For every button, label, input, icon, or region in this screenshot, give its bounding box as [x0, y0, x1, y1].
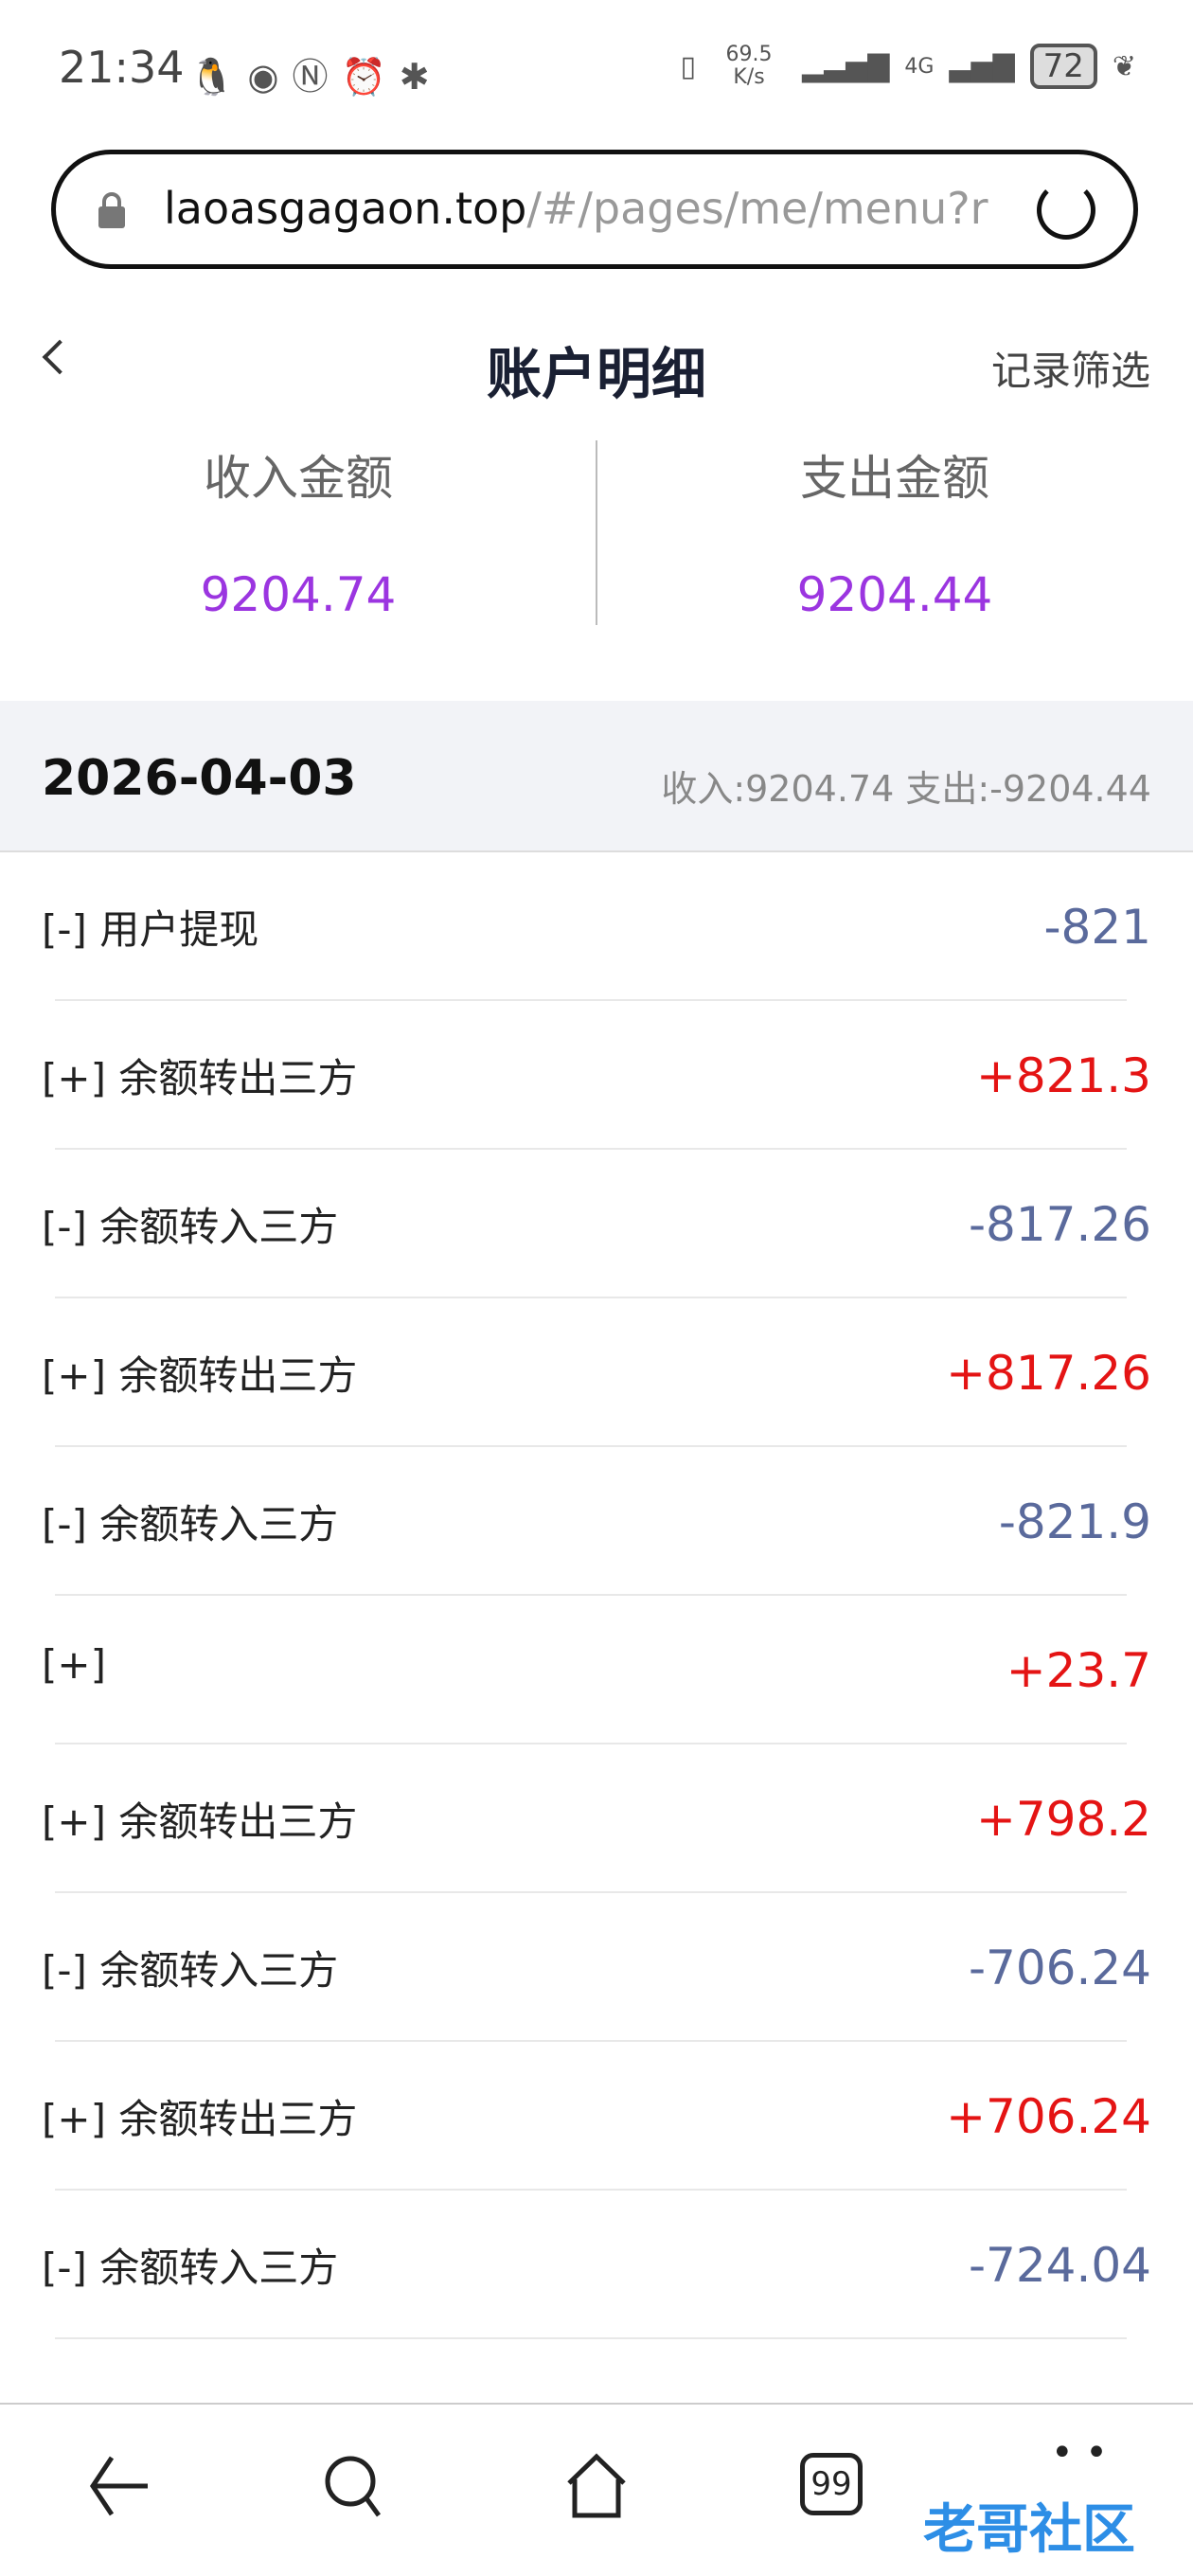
expense-label: 支出金额 [800, 451, 989, 506]
record-row[interactable]: [-] 余额转入三方 -821.9 [0, 1447, 1193, 1596]
net-speed: 69.5 K/s [725, 43, 773, 89]
menu-icon[interactable]: • • [1051, 2431, 1108, 2475]
record-label: [-] 余额转入三方 [42, 1501, 339, 1547]
record-amount: -724.04 [969, 2238, 1151, 2293]
record-amount: +23.7 [1006, 1643, 1151, 1698]
record-label: [+] 余额转出三方 [42, 1352, 358, 1399]
summary: 收入金额 9204.74 支出金额 9204.44 [0, 431, 1193, 630]
date-group-header: 2026-04-03 收入:9204.74 支出:-9204.44 [0, 701, 1193, 852]
page-header: 账户明细 记录筛选 [0, 313, 1193, 417]
url-text[interactable]: laoasgagaon.top/#/pages/me/menu?r [164, 183, 1044, 234]
tabs-button[interactable]: 99 [800, 2453, 863, 2515]
divider [0, 2403, 1193, 2405]
record-amount: +821.3 [975, 1048, 1151, 1103]
income-label: 收入金额 [204, 451, 393, 506]
filter-button[interactable]: 记录筛选 [990, 348, 1150, 394]
record-amount: -706.24 [969, 1941, 1151, 1995]
group-totals: 收入:9204.74 支出:-9204.44 [661, 768, 1151, 810]
battery-icon: 72 [1029, 44, 1097, 89]
leaf-icon: ❦ [1112, 49, 1136, 83]
clock: 21:34 [59, 42, 185, 93]
browser-nav: 99 • • [0, 2434, 1193, 2529]
vibrate-icon: ▯ [680, 49, 697, 83]
record-label: [+] 余额转出三方 [42, 1798, 358, 1845]
record-amount: +817.26 [946, 1346, 1151, 1401]
signal-icon: ▂▃▅▇ [802, 49, 890, 83]
record-row[interactable]: [-] 用户提现 -821 [0, 852, 1193, 1001]
divider [596, 440, 597, 625]
record-amount: +706.24 [946, 2089, 1151, 2144]
expense-value: 9204.44 [796, 567, 993, 622]
record-amount: +798.2 [975, 1792, 1151, 1847]
record-amount: -817.26 [969, 1197, 1151, 1252]
page-title: 账户明细 [486, 342, 706, 406]
record-row[interactable]: [+] 余额转出三方 +798.2 [0, 1744, 1193, 1893]
record-row[interactable]: [+] +23.7 [0, 1596, 1193, 1744]
record-label: [+] 余额转出三方 [42, 1055, 358, 1101]
record-label: [-] 余额转入三方 [42, 1947, 339, 1994]
record-list: [-] 用户提现 -821 [+] 余额转出三方 +821.3 [-] 余额转入三方 -8… [0, 852, 1193, 2339]
record-row[interactable]: [-] 余额转入三方 -817.26 [0, 1150, 1193, 1298]
group-date: 2026-04-03 [42, 750, 357, 807]
status-bar: 21:34 🐧◉Ⓝ⏰✱ ▯ 69.5 K/s ▂▃▅▇ 4G ▃▅▇ 72 ❦ [0, 38, 1193, 98]
record-row[interactable]: [+] 余额转出三方 +821.3 [0, 1001, 1193, 1150]
record-label: [+] 余额转出三方 [42, 2096, 358, 2142]
reload-icon[interactable] [1037, 181, 1095, 240]
income-value: 9204.74 [200, 567, 397, 622]
record-row[interactable]: [+] 余额转出三方 +817.26 [0, 1298, 1193, 1447]
url-path: /#/pages/me/menu?r [526, 183, 988, 234]
record-label: [-] 用户提现 [42, 906, 259, 953]
back-arrow-icon[interactable] [85, 2453, 151, 2519]
search-icon[interactable] [322, 2453, 388, 2519]
record-amount: -821.9 [998, 1494, 1151, 1549]
signal-icon-2: ▃▅▇ [949, 49, 1015, 83]
record-row[interactable]: [-] 余额转入三方 -724.04 [0, 2191, 1193, 2339]
record-row[interactable]: [+] 余额转出三方 +706.24 [0, 2042, 1193, 2191]
record-row[interactable]: [-] 余额转入三方 -706.24 [0, 1893, 1193, 2042]
url-host: laoasgagaon.top [164, 183, 527, 234]
network-type: 4G [904, 54, 935, 79]
record-label: [-] 余额转入三方 [42, 2245, 339, 2291]
record-label: [+] [42, 1641, 106, 1688]
home-icon[interactable] [563, 2453, 630, 2519]
record-amount: -821 [1043, 900, 1151, 955]
lock-icon [98, 192, 125, 228]
address-bar[interactable]: laoasgagaon.top/#/pages/me/menu?r [51, 150, 1138, 269]
watermark-logo: 老哥社区 [923, 2499, 1135, 2561]
record-label: [-] 余额转入三方 [42, 1204, 339, 1250]
notification-icons: 🐧◉Ⓝ⏰✱ [189, 56, 443, 98]
